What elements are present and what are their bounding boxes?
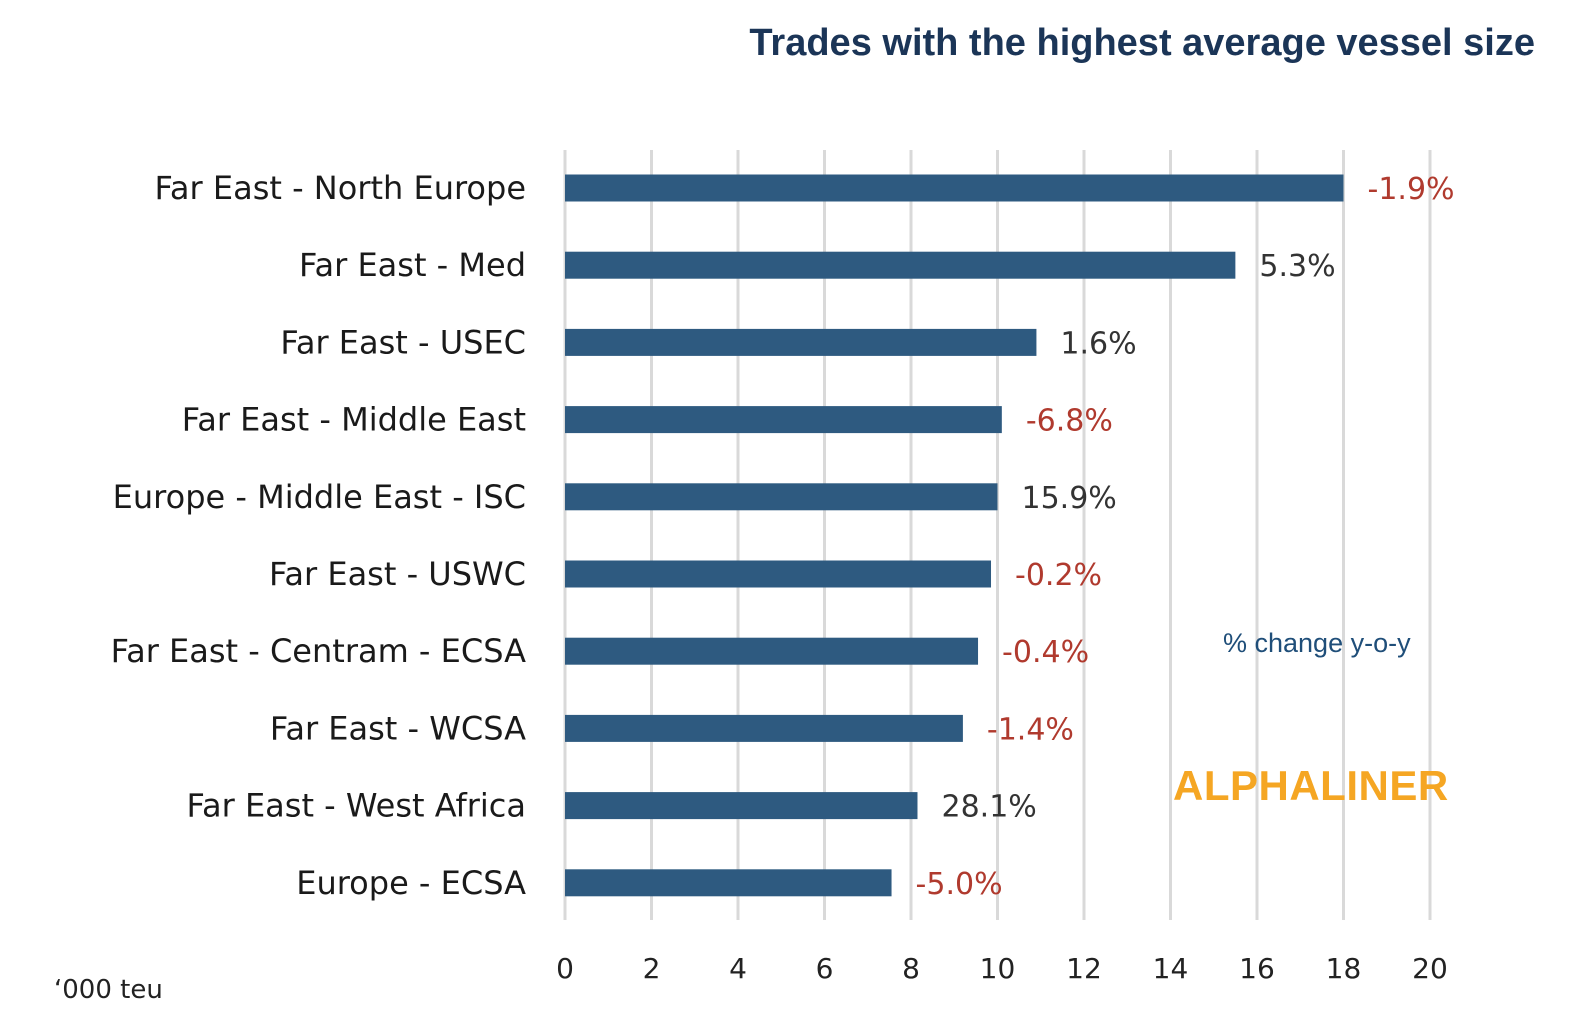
unit-label: ‘000 teu bbox=[54, 975, 163, 1005]
category-label: Far East - Middle East bbox=[182, 401, 526, 439]
category-label: Far East - West Africa bbox=[187, 787, 526, 825]
x-tick-label: 8 bbox=[902, 952, 920, 985]
category-label: Far East - Centram - ECSA bbox=[111, 632, 527, 670]
x-tick-label: 2 bbox=[643, 952, 661, 985]
bar bbox=[565, 869, 892, 897]
bar bbox=[565, 251, 1236, 279]
data-label: 1.6% bbox=[1060, 326, 1136, 361]
change-annotation: % change y-o-y bbox=[1223, 628, 1411, 658]
x-tick-label: 18 bbox=[1326, 952, 1362, 985]
data-label: 15.9% bbox=[1022, 481, 1117, 516]
bar bbox=[565, 560, 992, 588]
chart-title: Trades with the highest average vessel s… bbox=[749, 22, 1535, 64]
x-tick-label: 10 bbox=[980, 952, 1016, 985]
data-label: -1.4% bbox=[987, 712, 1074, 747]
category-label: Far East - Med bbox=[299, 246, 526, 284]
data-label: -0.4% bbox=[1002, 635, 1089, 670]
x-tick-label: 16 bbox=[1239, 952, 1275, 985]
bar bbox=[565, 792, 918, 820]
x-tick-label: 14 bbox=[1153, 952, 1189, 985]
data-label: -5.0% bbox=[916, 867, 1003, 902]
category-label: Europe - ECSA bbox=[296, 864, 526, 902]
bar bbox=[565, 637, 979, 665]
data-label: -0.2% bbox=[1015, 558, 1102, 593]
brand-logo: ALPHALINER bbox=[1173, 762, 1449, 809]
bar bbox=[565, 406, 1002, 434]
category-label: Far East - WCSA bbox=[270, 709, 526, 747]
data-label: -6.8% bbox=[1026, 404, 1113, 439]
data-label: 28.1% bbox=[941, 790, 1036, 825]
category-label: Far East - North Europe bbox=[154, 169, 526, 207]
bar bbox=[565, 714, 963, 742]
x-tick-label: 20 bbox=[1412, 952, 1448, 985]
category-label: Europe - Middle East - ISC bbox=[113, 478, 526, 516]
data-label: 5.3% bbox=[1259, 249, 1335, 284]
bar bbox=[565, 328, 1037, 356]
data-label: -1.9% bbox=[1368, 172, 1455, 207]
category-label: Far East - USEC bbox=[280, 323, 526, 361]
x-tick-label: 4 bbox=[729, 952, 747, 985]
category-label: Far East - USWC bbox=[269, 555, 526, 593]
x-tick-label: 12 bbox=[1066, 952, 1102, 985]
x-tick-label: 6 bbox=[816, 952, 834, 985]
bar bbox=[565, 483, 998, 511]
bar bbox=[565, 174, 1344, 202]
x-tick-label: 0 bbox=[556, 952, 574, 985]
